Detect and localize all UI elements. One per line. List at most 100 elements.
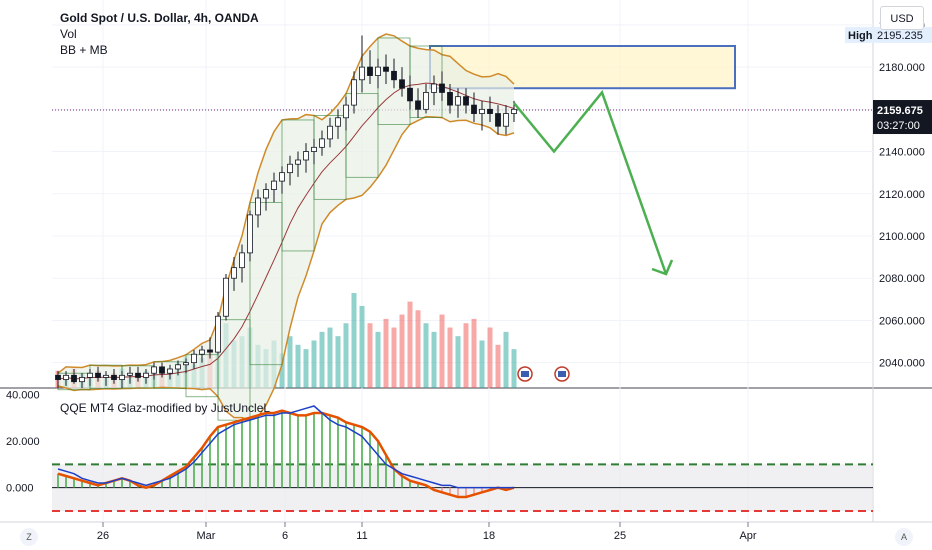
candle-body [199,349,205,355]
high-tag-bg [845,26,875,43]
time-label: 26 [97,530,109,542]
candle-body [383,66,389,72]
projection-line [513,89,668,275]
volume-bar [383,318,389,388]
candle-body [231,267,237,279]
candle-body [63,374,69,380]
time-label: 18 [483,530,495,542]
volume-bar [335,336,341,388]
volume-bar [311,340,317,388]
band-middle [57,82,515,381]
qqe-title: QQE MT4 Glaz-modified by JustUncleL [60,401,271,415]
timezone-button[interactable]: Z [20,528,38,546]
candle-body [87,372,93,378]
candle-body [359,66,365,81]
candlesticks [55,35,517,388]
volume-bar [463,323,469,388]
candle-body [327,125,333,140]
last-price-tag [873,100,932,135]
candle-body [287,163,293,174]
volume-bar [351,293,357,388]
candle-body [495,113,501,127]
candle-body [215,315,221,353]
time-label: Mar [197,530,216,542]
candle-body [103,374,109,378]
candle-body [511,108,517,114]
auto-scale-button[interactable]: A [895,528,913,546]
candle-body [279,172,285,182]
high-value: 2195.235 [877,30,923,42]
volume-bar [287,336,293,388]
volume-bar [495,344,501,388]
volume-label: Vol [60,27,77,41]
bollinger-bands [57,33,515,421]
time-label: 6 [282,530,288,542]
candle-body [119,374,125,380]
candle-body [167,368,173,374]
bollinger-label: BB + MB [60,43,108,57]
volume-bar [479,340,485,388]
qqe-legend: QQE MT4 Glaz-modified by JustUncleL [60,400,270,416]
volume-bar [279,353,285,388]
candle-body [239,252,245,269]
volume-bar [487,327,493,388]
time-label: Apr [739,530,756,542]
volume-bar [391,327,397,388]
volume-bar [327,327,333,388]
chart-legend: Gold Spot / U.S. Dollar, 4h, OANDA Vol B… [60,10,259,58]
candle-body [55,374,61,380]
volume-bar [503,331,509,388]
candle-body [415,100,421,110]
candle-body [463,96,469,106]
candle-body [455,96,461,106]
candle-body [431,83,437,93]
candle-body [295,159,301,165]
candle-body [303,151,309,161]
last-price: 2159.675 [877,105,923,117]
candle-body [375,66,381,76]
step-box [345,93,379,178]
volume-bar [447,327,453,388]
volume-bar [439,314,445,388]
qqe-indicator [52,405,873,512]
volume-bar [359,305,365,388]
volume-bar [471,318,477,388]
candle-body [439,83,445,93]
candle-body [135,372,141,378]
currency-button[interactable]: USD [880,6,924,30]
price-tick-label: 2040.000 [879,358,925,370]
qqe-tick-label: 20.000 [6,436,40,448]
us-flag-icon [521,371,529,377]
candle-body [351,79,357,106]
candle-body [479,108,485,114]
candle-body [79,377,85,383]
candle-body [447,92,453,106]
us-flag-icon [558,371,566,377]
projection-arrowhead [651,259,674,276]
candle-body [143,372,149,378]
symbol-title: Gold Spot / U.S. Dollar, 4h, OANDA [60,11,259,25]
volume-bar [431,331,437,388]
candle-body [71,374,77,383]
time-label: 25 [614,530,626,542]
volume-bar [375,331,381,388]
candle-body [151,366,157,374]
candle-body [335,117,341,127]
qqe-rsi-line [57,409,515,499]
price-tick-label: 2100.000 [879,231,925,243]
volume-bar [423,323,429,388]
time-label: 11 [356,530,367,542]
candle-body [223,277,229,317]
candle-body [271,180,277,190]
candle-body [247,214,253,254]
volume-bar [511,349,517,388]
candle-body [423,92,429,110]
qqe-tick-label: 40.000 [6,389,40,401]
candle-body [399,79,405,89]
candle-body [471,104,477,114]
candle-body [319,138,325,148]
candle-body [183,362,189,366]
price-tick-label: 2080.000 [879,273,925,285]
candle-body [391,70,397,81]
